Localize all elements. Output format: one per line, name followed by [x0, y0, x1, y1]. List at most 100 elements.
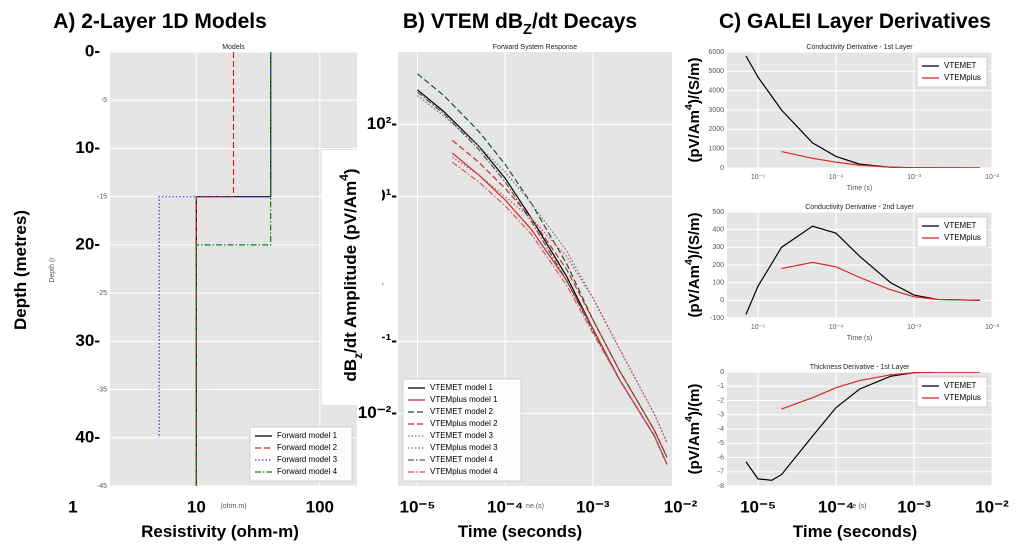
series-line: [781, 150, 980, 168]
y-tick-label: -15: [97, 194, 107, 201]
legend-label: Forward model 3: [277, 455, 338, 464]
y-tick-label-major: 40-: [75, 427, 100, 446]
series-line: [781, 261, 980, 301]
y-tick-label-major: 20-: [75, 234, 100, 253]
legend-label: VTEMplus: [944, 233, 981, 242]
x-tick-label-major: 10⁻⁴: [487, 497, 523, 516]
legend-label: VTEMET: [944, 381, 977, 390]
y-tick-label: -8: [718, 483, 724, 490]
y-tick-label: 4000: [708, 88, 724, 95]
y-tick-label: 400: [712, 227, 724, 234]
x-tick-label: 10⁻²: [985, 324, 999, 331]
legend-label: VTEMET model 3: [430, 431, 494, 440]
x-tick-label-major: 100: [306, 497, 334, 516]
y-tick-label: -45: [97, 483, 107, 490]
legend-label: VTEMET model 2: [430, 407, 494, 416]
y-tick-label: 100: [712, 280, 724, 287]
x-tick-label-major: 10⁻³: [576, 497, 610, 516]
legend-label: Forward model 4: [277, 467, 338, 476]
legend-label: Forward model 1: [277, 431, 338, 440]
y-tick-label: 5000: [708, 68, 724, 75]
y-axis-label-part: 4: [683, 416, 695, 422]
y-tick-label: 0: [720, 369, 724, 376]
y-axis-label-part: )/(S/m): [686, 57, 703, 104]
y-tick-label-major: 0-: [85, 41, 100, 60]
x-axis-label-part: Time (seconds): [793, 522, 917, 541]
panel-title: A) 2-Layer 1D Models: [53, 10, 267, 33]
y-tick-label-major: 10²-: [367, 114, 397, 133]
x-tick-label: 10⁻⁵: [751, 324, 765, 331]
y-axis-label: (pV/Am4)/(S/m): [683, 57, 703, 162]
series-line: [195, 52, 272, 486]
y-tick-label: 2000: [708, 126, 724, 133]
series-line: [417, 73, 668, 458]
plot-title: Forward System Response: [493, 44, 578, 51]
legend: [916, 56, 988, 88]
y-tick-label: 200: [712, 262, 724, 269]
y-axis-label: dBz/dt Amplitude (pV/Am4): [337, 168, 365, 381]
series-line: [781, 372, 980, 410]
y-axis-label-part: 4: [337, 174, 351, 181]
x-tick-label: 10⁻²: [985, 174, 999, 181]
y-tick-label: 3000: [708, 107, 724, 114]
legend-label: VTEMplus model 3: [430, 443, 498, 452]
y-axis-label-part: 4: [683, 104, 695, 110]
legend: [916, 216, 988, 248]
y-tick-label: -5: [101, 97, 107, 104]
label-box: [322, 150, 382, 405]
y-axis-label-part: /dt Amplitude (pV/Am: [341, 181, 360, 353]
plot-title: Conductivity Derivative - 1st Layer: [806, 44, 913, 51]
y-axis-label: (pV/Am4)/(m): [683, 384, 703, 475]
y-tick-label: -1: [718, 383, 724, 390]
x-tick-label-major: 10⁻²: [664, 497, 698, 516]
legend-label: VTEMET model 1: [430, 383, 494, 392]
y-tick-label: -3: [718, 412, 724, 419]
x-tick-label-major: 10⁻³: [897, 497, 931, 516]
x-tick-label: 10⁻³: [907, 174, 921, 181]
x-tick-label: 10⁻⁵: [751, 174, 765, 181]
x-tick-label: 10⁻³: [907, 324, 921, 331]
y-axis-label-inner: Depth (r: [49, 257, 56, 283]
x-axis-label-inner: ne (s): [526, 503, 544, 510]
legend-label: VTEMET model 4: [430, 455, 494, 464]
x-axis-label: Time (seconds): [793, 522, 917, 541]
y-tick-label: -2: [718, 397, 724, 404]
plot-title: Models: [222, 44, 245, 51]
legend-label: VTEMplus model 4: [430, 467, 498, 476]
x-axis-label-part: Resistivity (ohm-m): [141, 522, 299, 541]
y-tick-label: -4: [718, 426, 724, 433]
y-tick-label: 500: [712, 209, 724, 216]
x-tick-label-major: 1: [68, 497, 77, 516]
panel-title: C) GALEI Layer Derivatives: [719, 10, 991, 33]
legend-label: Forward model 2: [277, 443, 338, 452]
series-line: [745, 225, 980, 315]
y-tick-label: -35: [97, 386, 107, 393]
panel-title-part: B) VTEM dB: [403, 10, 523, 33]
x-tick-label-major: 10⁻⁵: [400, 497, 436, 516]
plot-title: Conductivity Derivative - 2nd Layer: [805, 204, 914, 211]
x-axis-label: Resistivity (ohm-m): [141, 522, 299, 541]
series-line: [451, 139, 668, 458]
panel-title: B) VTEM dBZ/dt Decays: [403, 10, 637, 38]
y-tick-label: 300: [712, 244, 724, 251]
y-axis-label-part: ): [341, 168, 360, 174]
legend-label: VTEMET: [944, 61, 977, 70]
x-tick-label: 10⁻⁴: [829, 174, 844, 181]
x-tick-label-major: 10⁻⁴: [818, 497, 854, 516]
x-axis-label-inner: Time (s): [847, 335, 872, 342]
x-axis-label: Time (seconds): [458, 522, 582, 541]
legend-label: VTEMET: [944, 221, 977, 230]
y-axis-label-part: dB: [341, 359, 360, 382]
x-axis-label-inner: (ohm.m): [220, 503, 246, 510]
y-axis-label-part: )/(S/m): [686, 212, 703, 259]
x-tick-label: 10⁻⁴: [829, 324, 844, 331]
x-tick-label-major: 10: [187, 497, 206, 516]
series-line: [452, 156, 668, 443]
x-axis-label-part: Time (seconds): [458, 522, 582, 541]
panel-title-part: /dt Decays: [532, 10, 637, 33]
y-tick-label: -6: [718, 454, 724, 461]
x-axis-label-inner: Time (s): [847, 185, 872, 192]
y-tick-label: 0: [720, 297, 724, 304]
x-axis-label-inner: e (s): [853, 503, 867, 510]
y-tick-label: 6000: [708, 49, 724, 56]
